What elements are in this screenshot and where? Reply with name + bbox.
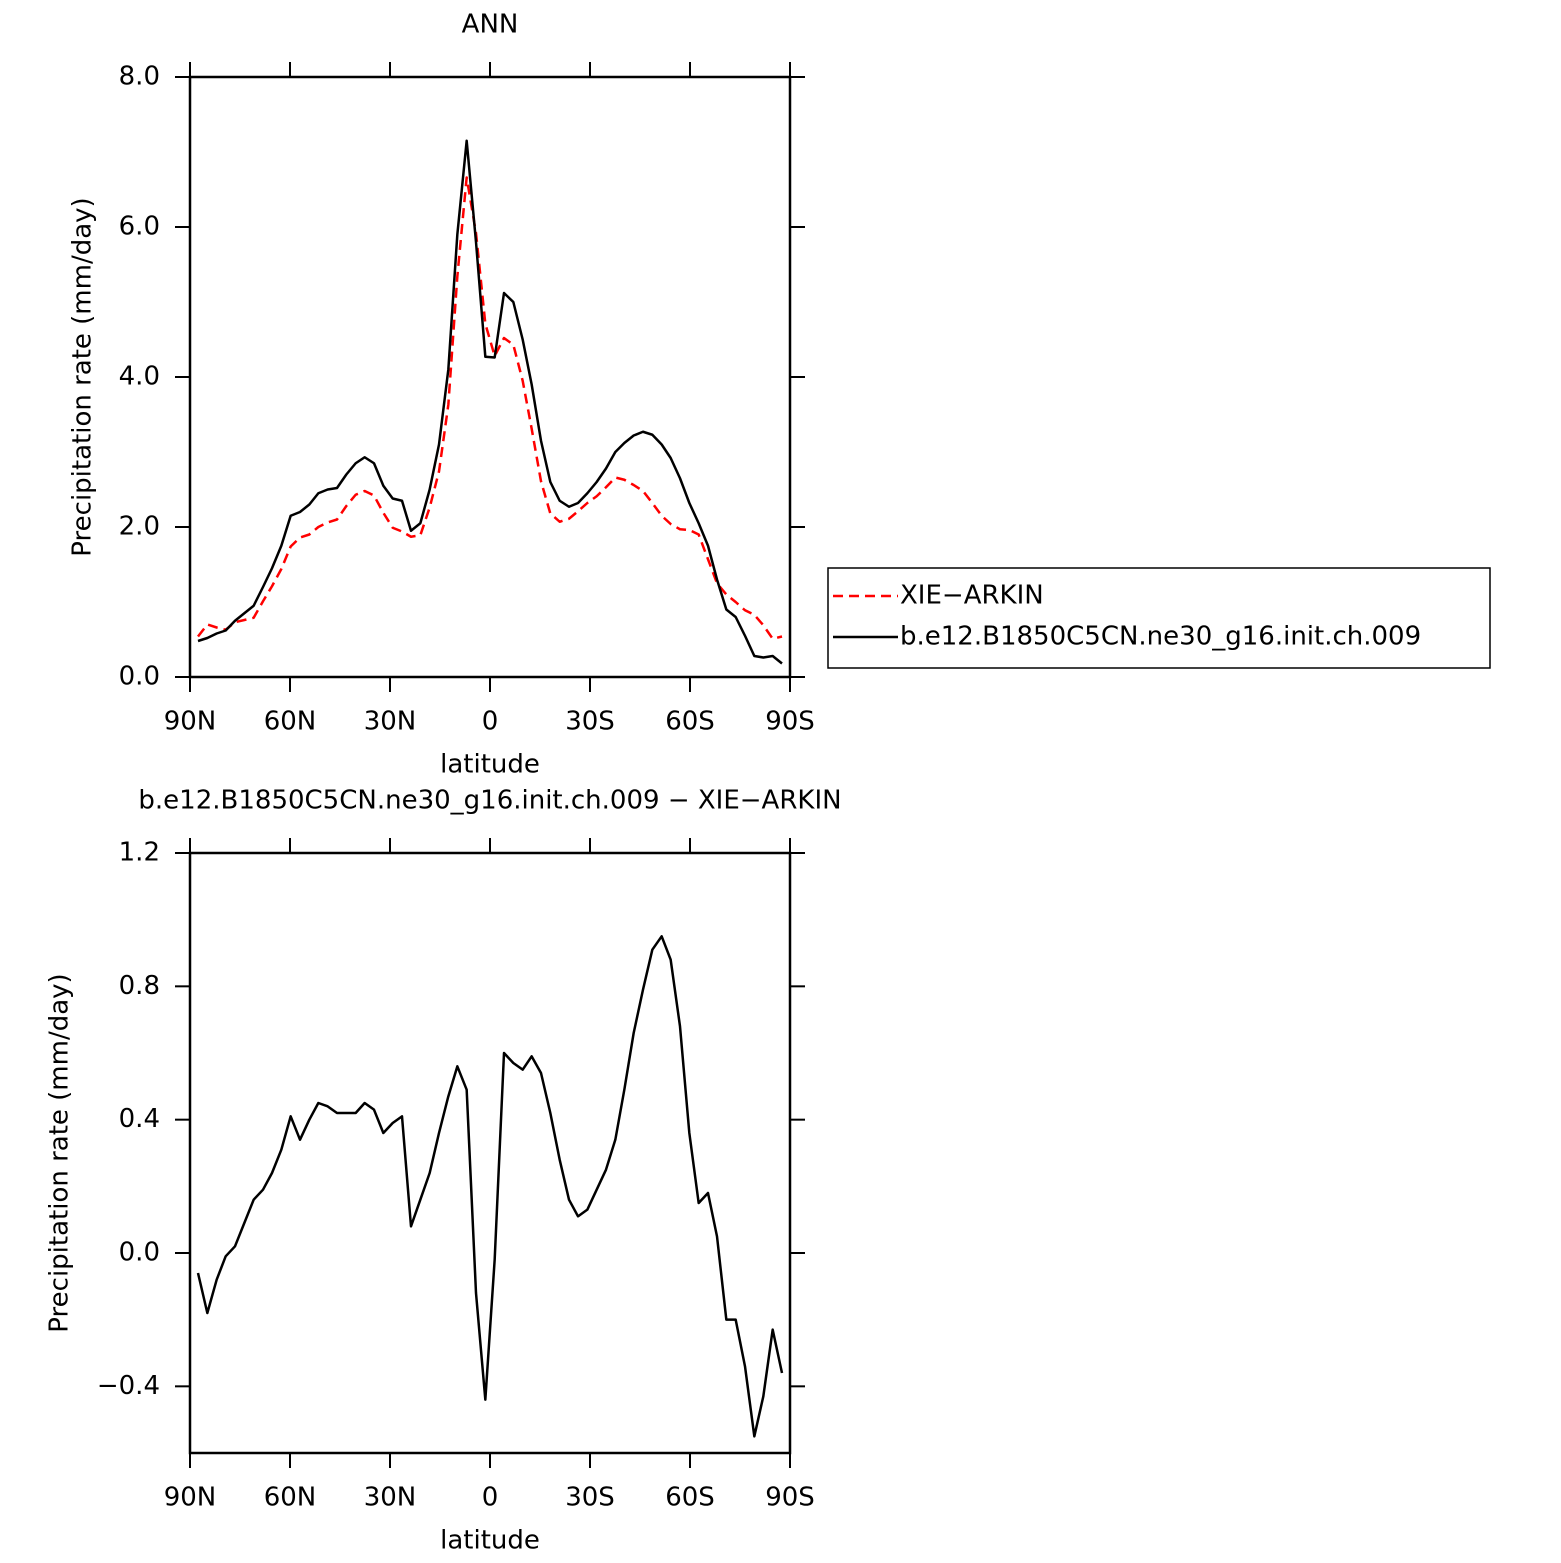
- y-axis-label: Precipitation rate (mm/day): [45, 973, 75, 1332]
- y-tick-label: 4.0: [119, 362, 160, 392]
- plot-frame: [188, 851, 792, 1455]
- x-tick-label: 90N: [164, 707, 217, 737]
- plot-frame: [188, 75, 792, 679]
- legend-box: [827, 567, 1491, 669]
- y-tick-label: 0.4: [119, 1104, 160, 1134]
- y-axis-label: Precipitation rate (mm/day): [68, 197, 98, 556]
- x-tick-label: 90N: [164, 1483, 217, 1513]
- x-tick-label: 90S: [765, 707, 815, 737]
- x-axis-label: latitude: [440, 750, 540, 780]
- chart-title: ANN: [462, 10, 519, 40]
- y-tick-label: 0.0: [119, 662, 160, 692]
- y-tick-label: 8.0: [119, 62, 160, 92]
- x-tick-label: 30N: [364, 1483, 417, 1513]
- y-tick-label: 2.0: [119, 512, 160, 542]
- legend-label: XIE−ARKIN: [900, 581, 1044, 611]
- y-tick-label: −0.4: [97, 1371, 160, 1401]
- data-line: [197, 139, 783, 665]
- legend: XIE−ARKIN b.e12.B1850C5CN.ne30_g16.init.c…: [827, 567, 1491, 669]
- y-tick-label: 0.8: [119, 971, 160, 1001]
- x-tick-label: 60N: [264, 707, 317, 737]
- x-tick-label: 30N: [364, 707, 417, 737]
- x-axis-label: latitude: [440, 1526, 540, 1556]
- x-tick-label: 30S: [565, 707, 615, 737]
- x-tick-label: 60S: [665, 1483, 715, 1513]
- legend-label: b.e12.B1850C5CN.ne30_g16.init.ch.009: [900, 622, 1421, 652]
- chart-title: b.e12.B1850C5CN.ne30_g16.init.ch.009 − X…: [138, 786, 841, 816]
- x-tick-label: 0: [482, 707, 499, 737]
- x-tick-label: 30S: [565, 1483, 615, 1513]
- y-tick-label: 1.2: [119, 838, 160, 868]
- x-tick-label: 60N: [264, 1483, 317, 1513]
- x-tick-label: 60S: [665, 707, 715, 737]
- x-tick-label: 0: [482, 1483, 499, 1513]
- data-line: [197, 176, 783, 640]
- y-tick-label: 6.0: [119, 212, 160, 242]
- data-line: [196, 935, 784, 1438]
- y-tick-label: 0.0: [119, 1238, 160, 1268]
- x-tick-label: 90S: [765, 1483, 815, 1513]
